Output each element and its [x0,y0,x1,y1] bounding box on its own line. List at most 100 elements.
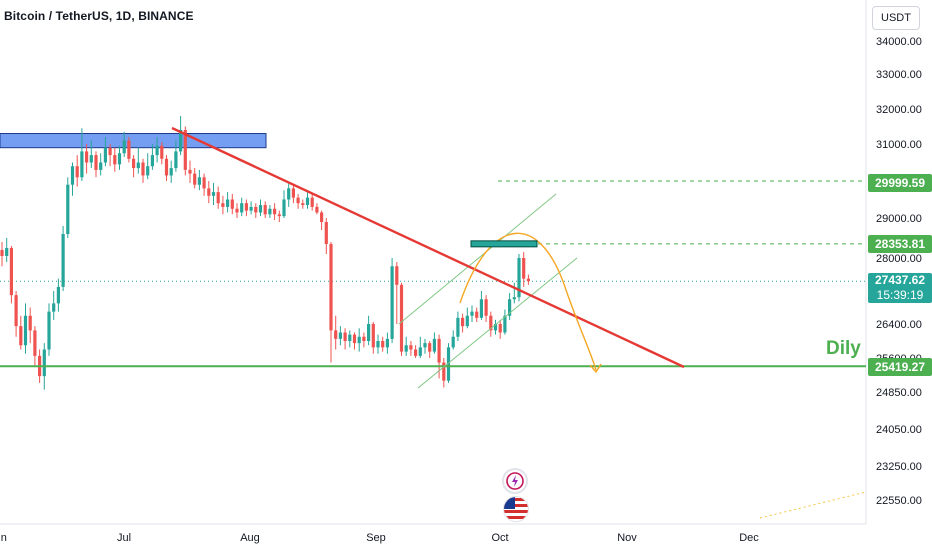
bolt-icon[interactable] [502,468,528,494]
y-tick-label-10: 23250.00 [876,461,922,473]
candle-body [23,315,28,346]
candle-body [263,205,267,215]
candle-body [315,206,319,213]
candle-body [61,234,65,287]
x-tick-label-jul: Jul [117,532,131,544]
x-tick-label-nov: Nov [617,532,637,544]
us-flag-icon[interactable] [503,496,529,522]
candle-body [5,248,9,256]
candle-body [42,349,46,377]
candle-body [381,341,385,348]
last-price-value: 27437.62 [874,273,926,287]
candle-body [216,192,220,204]
candle-body [367,324,371,341]
candle-body [19,326,23,346]
candle-body [14,295,18,327]
candle-body [475,311,479,318]
candle-body [352,334,357,344]
candle-body [33,330,37,356]
candle-body [122,140,126,154]
candle-countdown: 15:39:19 [876,288,924,302]
candle-body [164,158,169,176]
candle-body [329,244,333,331]
candle-body [226,199,230,207]
candle-body [461,317,465,327]
chart-title: Bitcoin / TetherUS, 1D, BINANCE [4,9,194,23]
last-price-tag: 27437.62 15:39:19 [868,273,932,303]
candle-body [89,155,93,163]
candle-body [174,151,178,169]
candle-body [211,192,216,196]
candle-body [428,343,432,352]
x-tick-label-oct: Oct [491,532,508,544]
candle-body [47,311,51,350]
candle-body [348,334,352,341]
candle-body [85,151,89,163]
x-tick-label-jun: Jun [0,532,7,544]
faint-projection-line [759,491,867,519]
candle-body [99,162,103,170]
candle-body [508,299,512,316]
candle-body [108,147,112,156]
candle-body [132,158,136,169]
candle-body [301,203,305,206]
candle-body [230,199,234,209]
candle-body [28,315,32,331]
candle-body [287,188,291,200]
candle-body [479,299,483,318]
candle-body [70,166,75,185]
candle-body [512,297,516,300]
candle-body [390,266,394,339]
candle-body [310,197,314,207]
candle-body [249,206,253,211]
support-price-tag: 25419.27 [868,358,932,376]
projected-curve [459,232,597,371]
candle-body [291,188,295,198]
candle-body [160,145,164,159]
candle-body [517,258,521,298]
candle-body [320,212,324,222]
candle-body [414,349,418,356]
candle-body [376,341,380,348]
y-tick-label-1: 33000.00 [876,69,922,81]
candle-body [80,151,84,178]
candle-body [169,168,173,176]
timeframe-annotation: Dily [826,338,861,359]
candle-body [141,162,145,176]
candle-body [371,324,375,348]
x-tick-label-aug: Aug [240,532,260,544]
x-tick-label-dec: Dec [739,532,759,544]
candle-body [197,177,201,185]
candle-body [489,315,493,331]
candle-body [404,345,408,352]
candle-body [254,206,258,213]
candle-body [446,347,451,381]
resistance-marker [470,240,538,248]
candle-body [0,250,4,256]
y-tick-label-6: 26400.00 [876,319,922,331]
candle-body [409,345,413,350]
candle-body [296,197,300,204]
descending-trendline [171,126,685,369]
candle-body [451,336,455,348]
candle-body [493,324,498,331]
currency-unit-button[interactable]: USDT [872,6,920,30]
candle-body [146,166,150,176]
y-tick-label-5: 28000.00 [876,253,922,265]
candle-body [399,284,404,352]
candle-body [282,199,286,217]
candle-body [221,203,225,207]
y-tick-label-9: 24050.00 [876,424,922,436]
y-tick-label-3: 31000.00 [876,139,922,151]
candle-body [268,208,272,215]
candle-body [432,338,436,352]
candle-body [437,338,441,363]
candle-body [273,208,277,215]
candle-body [338,332,342,339]
candle-body [155,145,159,156]
candle-body [150,155,154,167]
candle-body [362,336,366,341]
candle-body [442,362,446,381]
